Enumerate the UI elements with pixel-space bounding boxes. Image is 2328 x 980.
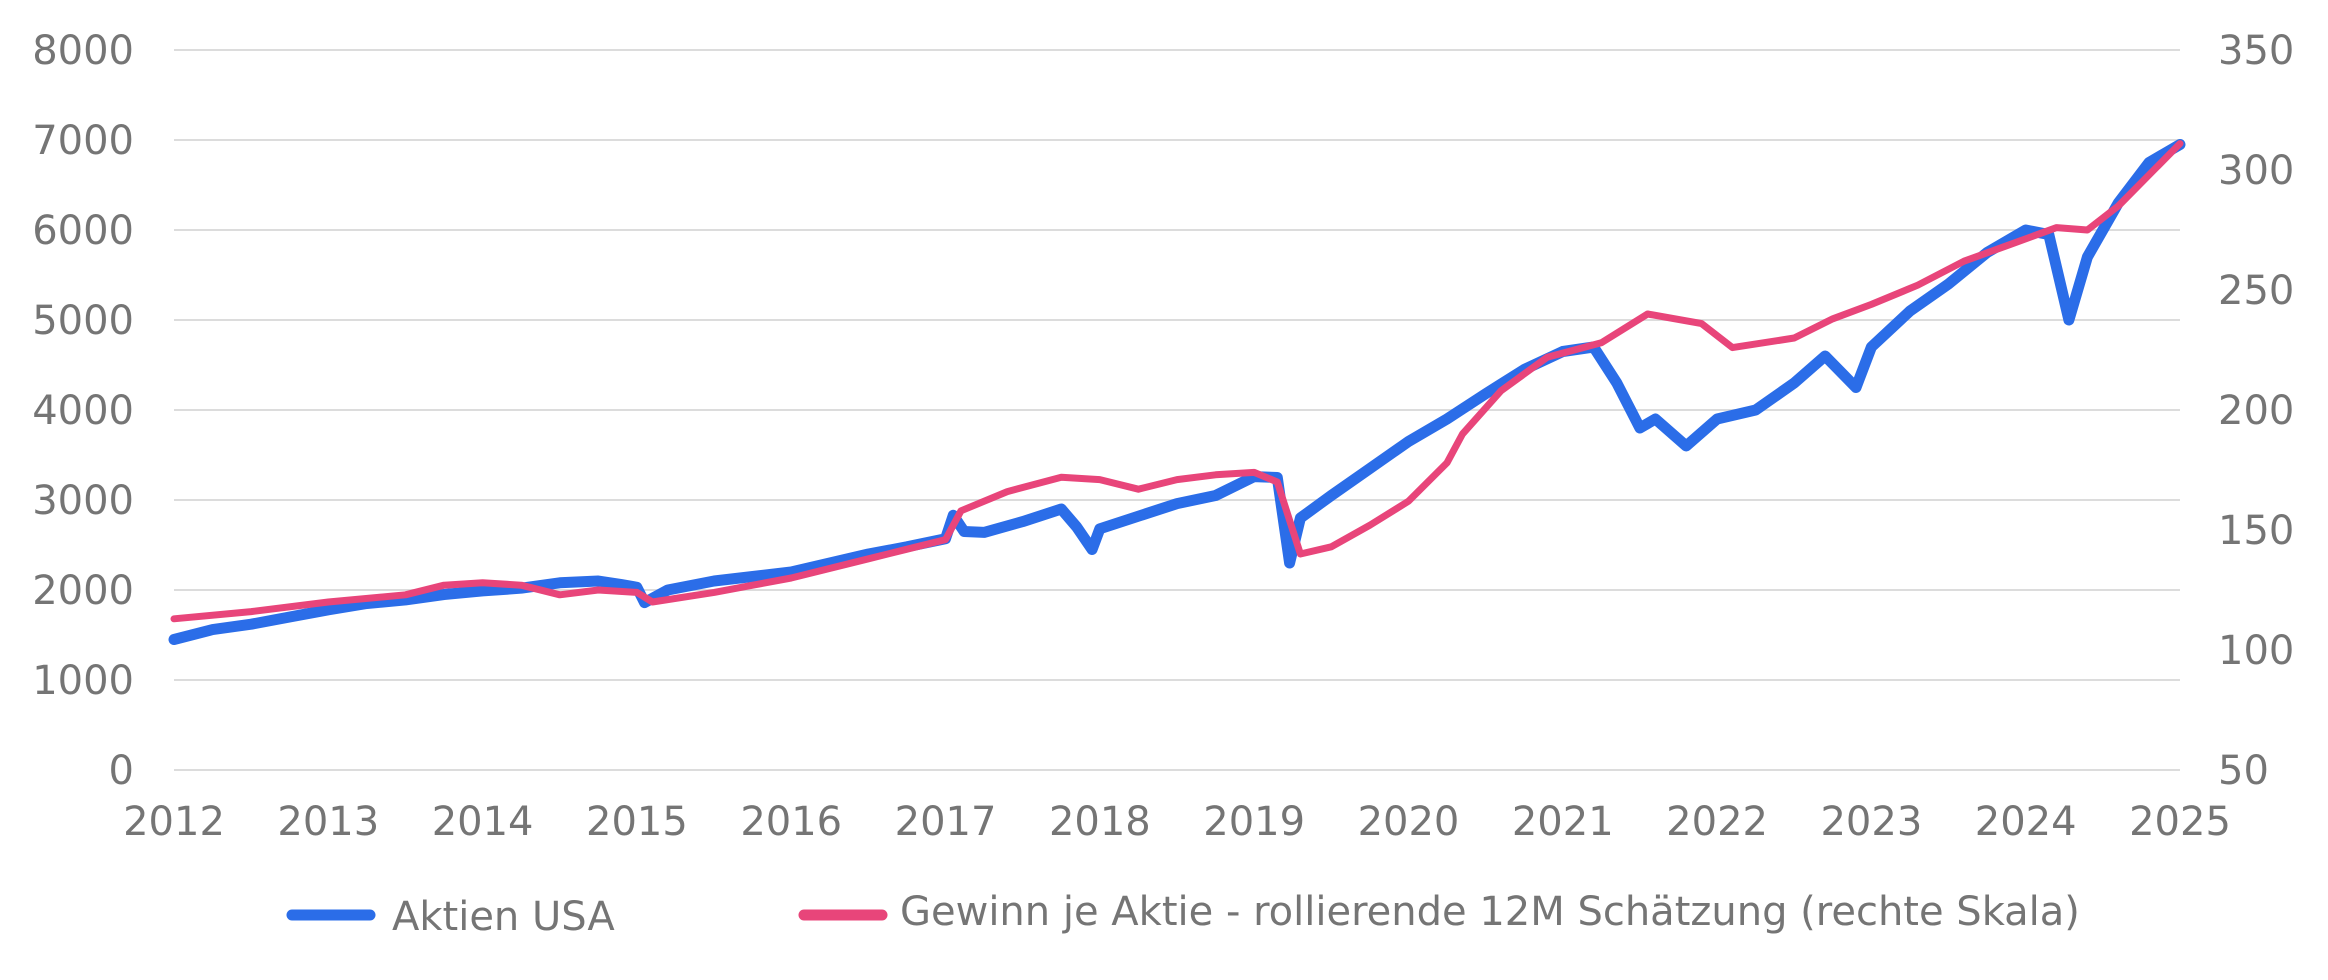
left-tick-label: 2000 [32, 568, 134, 614]
x-tick-label: 2018 [1049, 799, 1151, 845]
x-tick-label: 2024 [1975, 799, 2077, 845]
x-tick-label: 2012 [123, 799, 225, 845]
series-line-aktien-usa [168, 139, 2186, 645]
left-tick-label: 3000 [32, 478, 134, 524]
left-axis-ticks: 0 1000 2000 3000 4000 5000 6000 7000 8000 [32, 28, 134, 794]
left-tick-label: 7000 [32, 118, 134, 164]
legend-label-aktien-usa: Aktien USA [392, 894, 615, 940]
x-tick-label: 2017 [895, 799, 997, 845]
series-lines [168, 139, 2186, 645]
x-tick-label: 2021 [1512, 799, 1614, 845]
x-tick-label: 2016 [740, 799, 842, 845]
legend-label-gewinn-je-aktie: Gewinn je Aktie - rollierende 12M Schätz… [900, 889, 2080, 935]
left-tick-label: 8000 [32, 28, 134, 74]
right-tick-label: 300 [2218, 148, 2294, 194]
x-tick-label: 2020 [1358, 799, 1460, 845]
right-tick-label: 200 [2218, 388, 2294, 434]
right-tick-label: 250 [2218, 268, 2294, 314]
x-tick-label: 2019 [1203, 799, 1305, 845]
x-tick-label: 2015 [586, 799, 688, 845]
left-tick-label: 1000 [32, 658, 134, 704]
left-tick-label: 5000 [32, 298, 134, 344]
series-line-gewinn-je-aktie [170, 140, 2184, 623]
x-tick-label: 2023 [1820, 799, 1922, 845]
x-tick-label: 2014 [432, 799, 534, 845]
legend: Aktien USA Gewinn je Aktie - rollierende… [286, 889, 2080, 940]
left-tick-label: 6000 [32, 208, 134, 254]
gridlines [174, 49, 2180, 771]
x-axis-ticks: 2012 2013 2014 2015 2016 2017 2018 2019 2020 2021… [123, 799, 2231, 845]
x-tick-label: 2013 [277, 799, 379, 845]
x-tick-label: 2025 [2129, 799, 2231, 845]
right-tick-label: 150 [2218, 508, 2294, 554]
left-tick-label: 0 [109, 748, 134, 794]
x-tick-label: 2022 [1666, 799, 1768, 845]
left-tick-label: 4000 [32, 388, 134, 434]
right-tick-label: 50 [2218, 748, 2269, 794]
right-tick-label: 100 [2218, 628, 2294, 674]
right-tick-label: 350 [2218, 28, 2294, 74]
right-axis-ticks: 50 100 150 200 250 300 350 [2218, 28, 2294, 794]
